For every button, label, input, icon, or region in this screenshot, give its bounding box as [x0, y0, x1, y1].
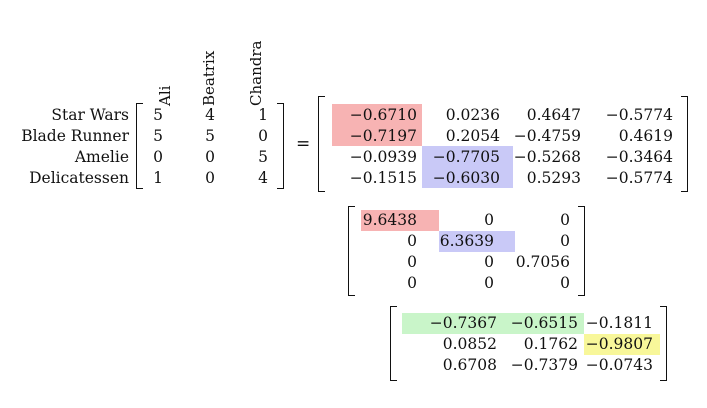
row-label-amelie: Amelie — [74, 148, 129, 166]
sigma-cell: 0 — [484, 253, 494, 271]
u-cell: −0.5774 — [605, 169, 673, 187]
column-header-chandra: Chandra — [247, 40, 265, 106]
rating-cell: 4 — [205, 106, 215, 124]
u-cell: −0.0939 — [349, 148, 417, 166]
rating-cell: 5 — [153, 127, 163, 145]
sigma-cell: 0 — [407, 232, 417, 250]
sigma-cell: 0.7056 — [515, 253, 570, 271]
u-cell: 0.0236 — [445, 106, 500, 124]
right-bracket — [277, 103, 284, 189]
v-cell: −0.6515 — [510, 314, 578, 332]
v-cell: −0.0743 — [585, 356, 653, 374]
highlight-sigma-1 — [361, 210, 439, 231]
sigma-cell: 0 — [560, 274, 570, 292]
row-labels: Star Wars Blade Runner Amelie Delicatess… — [0, 105, 129, 189]
left-bracket — [136, 103, 143, 189]
highlight-u-col1 — [332, 104, 422, 146]
u-cell: −0.5268 — [513, 148, 581, 166]
v-cell: 0.0852 — [442, 335, 497, 353]
rating-cell: 0 — [258, 127, 268, 145]
row-label-blade-runner: Blade Runner — [21, 127, 129, 145]
rating-cell: 0 — [205, 148, 215, 166]
column-header-beatrix: Beatrix — [200, 50, 218, 106]
u-cell: −0.7197 — [349, 127, 417, 145]
u-cell: −0.7705 — [432, 148, 500, 166]
row-label-delicatessen: Delicatessen — [29, 169, 129, 187]
right-bracket — [660, 306, 667, 381]
sigma-cell: 0 — [407, 253, 417, 271]
rating-cell: 0 — [205, 169, 215, 187]
rating-cell: 5 — [258, 148, 268, 166]
u-cell: 0.4647 — [526, 106, 581, 124]
rating-cell: 5 — [205, 127, 215, 145]
highlight-v-row1 — [402, 313, 584, 334]
rating-cell: 5 — [153, 106, 163, 124]
rating-cell: 1 — [153, 169, 163, 187]
u-cell: −0.1515 — [349, 169, 417, 187]
rating-cell: 1 — [258, 106, 268, 124]
rating-cell: 0 — [153, 148, 163, 166]
highlight-u-col2 — [422, 146, 513, 188]
u-cell: −0.6710 — [349, 106, 417, 124]
left-bracket — [390, 306, 397, 381]
u-cell: 0.5293 — [526, 169, 581, 187]
sigma-cell: 0 — [560, 232, 570, 250]
u-cell: −0.4759 — [513, 127, 581, 145]
right-bracket — [681, 96, 688, 192]
sigma-cell: 0 — [407, 274, 417, 292]
u-cell: 0.4619 — [618, 127, 673, 145]
left-bracket — [348, 206, 355, 296]
column-header-ali: Ali — [156, 85, 174, 106]
u-cell: −0.3464 — [605, 148, 673, 166]
sigma-cell: 9.6438 — [362, 211, 417, 229]
v-cell: −0.7367 — [429, 314, 497, 332]
sigma-cell: 0 — [560, 211, 570, 229]
v-cell: 0.6708 — [442, 356, 497, 374]
u-cell: −0.6030 — [432, 169, 500, 187]
highlight-v-row2 — [584, 334, 660, 355]
equals-sign: = — [296, 134, 311, 154]
v-cell: −0.7379 — [510, 356, 578, 374]
v-cell: 0.1762 — [523, 335, 578, 353]
u-cell: −0.5774 — [605, 106, 673, 124]
v-cell: −0.1811 — [585, 314, 653, 332]
sigma-cell: 0 — [484, 274, 494, 292]
highlight-sigma-2 — [439, 231, 515, 252]
v-cell: −0.9807 — [585, 335, 653, 353]
right-bracket — [578, 206, 585, 296]
u-cell: 0.2054 — [445, 127, 500, 145]
left-bracket — [318, 96, 325, 192]
rating-cell: 4 — [258, 169, 268, 187]
sigma-cell: 0 — [484, 211, 494, 229]
sigma-cell: 6.3639 — [439, 232, 494, 250]
row-label-star-wars: Star Wars — [51, 106, 129, 124]
